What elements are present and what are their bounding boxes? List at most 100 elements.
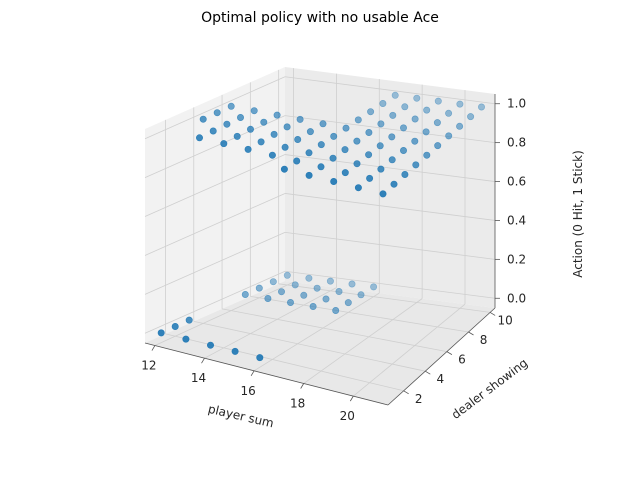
data-point xyxy=(268,151,276,159)
z-tick-label: 0.4 xyxy=(507,213,526,227)
y-axis-line xyxy=(387,307,496,406)
data-point xyxy=(344,299,352,307)
data-point xyxy=(423,106,431,114)
grid-line-x xyxy=(303,298,423,384)
data-point xyxy=(401,171,409,179)
data-point xyxy=(247,125,255,133)
data-point xyxy=(411,137,419,145)
data-point xyxy=(300,291,308,299)
data-point xyxy=(353,160,361,168)
data-point xyxy=(401,103,409,111)
data-point xyxy=(291,281,299,289)
data-point xyxy=(367,108,375,116)
y-tick-mark xyxy=(446,351,453,355)
x-tick-mark xyxy=(151,345,156,351)
data-point xyxy=(456,100,464,108)
x-tick-label: 18 xyxy=(290,396,305,410)
data-point xyxy=(283,271,291,279)
data-point xyxy=(445,132,453,140)
data-point xyxy=(157,329,165,337)
data-point xyxy=(434,97,442,105)
grid-line-z xyxy=(284,193,496,221)
data-point xyxy=(326,277,334,285)
grid-line-z xyxy=(284,76,496,105)
x-tick-label: 16 xyxy=(240,384,255,398)
data-point xyxy=(341,169,349,177)
data-point xyxy=(260,118,268,126)
y-tick-label: 4 xyxy=(436,372,444,386)
data-point xyxy=(293,157,301,165)
data-point xyxy=(309,302,317,310)
data-point xyxy=(389,111,397,119)
grid-line-z xyxy=(144,231,286,295)
grid-line-y xyxy=(250,295,469,333)
data-point xyxy=(305,274,313,282)
grid-line-x xyxy=(353,303,466,397)
data-point xyxy=(233,132,241,140)
data-point xyxy=(413,94,421,102)
data-point xyxy=(171,322,179,330)
data-point xyxy=(313,284,321,292)
data-point xyxy=(354,116,362,124)
data-point xyxy=(467,113,475,121)
x-tick-mark xyxy=(250,370,255,377)
data-point xyxy=(255,284,263,292)
data-point xyxy=(390,180,398,188)
data-point xyxy=(305,149,313,157)
data-point xyxy=(269,278,277,286)
data-point xyxy=(388,133,396,141)
data-point xyxy=(399,124,407,132)
x-axis-label: player sum xyxy=(207,402,276,431)
data-point xyxy=(379,100,387,108)
x-tick-mark xyxy=(201,357,205,364)
data-point xyxy=(286,298,294,306)
data-point xyxy=(185,316,193,324)
pane-floor xyxy=(145,281,495,405)
data-point xyxy=(317,163,325,171)
data-point xyxy=(433,119,441,127)
data-point xyxy=(182,335,190,343)
y-tick-label: 8 xyxy=(480,333,488,347)
y-tick-label: 10 xyxy=(497,313,512,327)
data-point xyxy=(376,142,384,150)
y-tick-label: 6 xyxy=(458,353,466,367)
z-tick-label: 0.0 xyxy=(507,291,526,305)
data-point xyxy=(377,120,385,128)
grid-line-y xyxy=(193,321,426,372)
data-point xyxy=(220,140,228,148)
data-point xyxy=(227,102,235,110)
grid-line-z xyxy=(144,76,286,140)
data-point xyxy=(207,341,215,349)
grid-line-z xyxy=(284,231,496,260)
data-point xyxy=(305,171,313,179)
data-point xyxy=(354,184,362,192)
data-point xyxy=(423,151,431,159)
data-point xyxy=(388,156,396,164)
x-tick-label: 12 xyxy=(141,359,156,373)
data-point xyxy=(399,147,407,155)
data-point xyxy=(209,127,217,135)
grid-line-z xyxy=(284,115,496,144)
data-point xyxy=(244,145,252,153)
axis-panes xyxy=(145,67,495,405)
x-tick-mark xyxy=(349,395,354,402)
data-point xyxy=(330,132,338,140)
data-point xyxy=(213,109,221,117)
data-point xyxy=(322,295,330,303)
data-point xyxy=(377,165,385,173)
data-point xyxy=(294,136,302,144)
grid-lines xyxy=(144,68,496,397)
data-point xyxy=(330,178,338,186)
x-tick-label: 20 xyxy=(340,409,355,423)
data-point xyxy=(250,107,258,115)
x-axis-line xyxy=(144,342,389,406)
data-point xyxy=(306,128,314,136)
data-points xyxy=(157,91,485,362)
data-point xyxy=(366,174,374,182)
data-point xyxy=(296,115,304,123)
z-tick-label: 0.2 xyxy=(507,252,526,266)
grid-line-z xyxy=(284,270,496,299)
data-point xyxy=(342,124,350,132)
grid-line-x xyxy=(253,292,380,372)
z-axis-label: Action (0 Hit, 1 Stick) xyxy=(571,150,585,278)
